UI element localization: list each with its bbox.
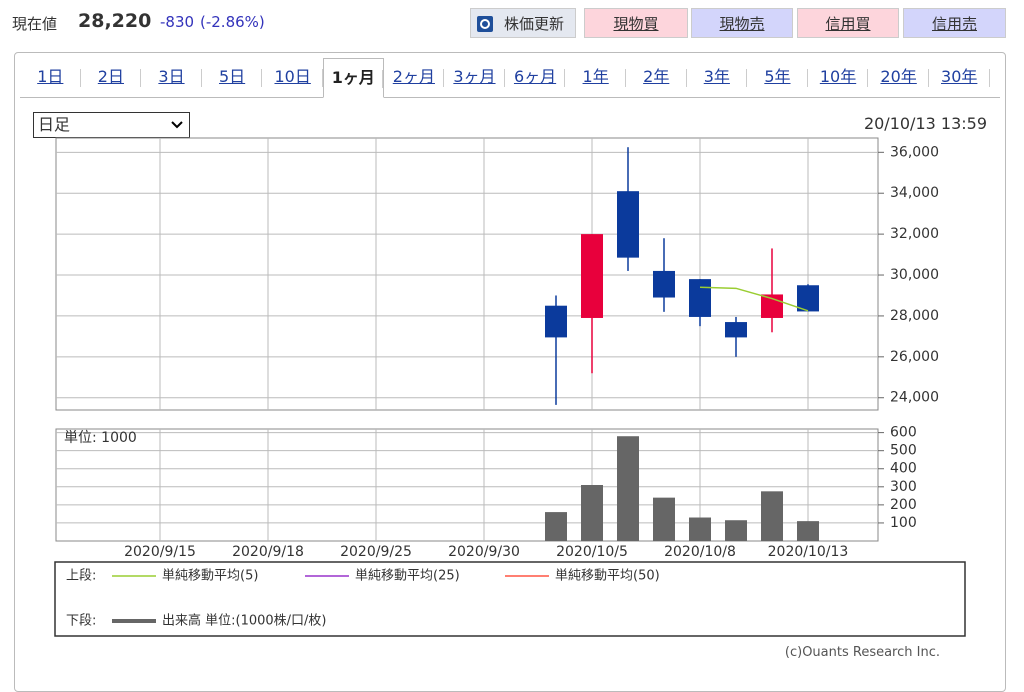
- x-tick-label: 2020/10/13: [768, 544, 849, 560]
- volume-bar: [617, 436, 639, 541]
- x-tick-label: 2020/10/5: [556, 544, 628, 560]
- volume-bar: [581, 485, 603, 541]
- x-tick-label: 2020/9/25: [340, 544, 412, 560]
- candle-body: [545, 305, 567, 338]
- timestamp: 20/10/13 13:59: [863, 114, 987, 133]
- price-label: 現在値: [12, 15, 58, 33]
- period-tab[interactable]: 5日: [202, 58, 263, 97]
- refresh-icon: [477, 16, 493, 32]
- x-tick-label: 2020/9/15: [124, 544, 196, 560]
- legend-entry: 出来高 単位:(1000株/口/枚): [162, 613, 327, 629]
- y-tick-label: 36,000: [890, 144, 939, 160]
- candle-body: [725, 322, 747, 338]
- y-tick-label: 200: [890, 497, 917, 513]
- button[interactable]: 信用買: [797, 8, 899, 38]
- button[interactable]: 現物買: [584, 8, 688, 38]
- y-tick-label: 600: [890, 425, 917, 441]
- y-tick-label: 300: [890, 479, 917, 495]
- period-tab[interactable]: 2ヶ月: [384, 58, 445, 97]
- x-tick-label: 2020/9/30: [448, 544, 520, 560]
- y-tick-label: 32,000: [890, 226, 939, 242]
- volume-bar: [653, 497, 675, 541]
- period-select[interactable]: 日足: [33, 112, 190, 138]
- period-tab[interactable]: 30年: [929, 58, 990, 97]
- period-tab[interactable]: 10年: [808, 58, 869, 97]
- period-tab[interactable]: 3日: [141, 58, 202, 97]
- period-tab[interactable]: 1日: [20, 58, 81, 97]
- y-tick-label: 400: [890, 461, 917, 477]
- period-tab[interactable]: 2日: [81, 58, 142, 97]
- period-tab[interactable]: 3ヶ月: [444, 58, 505, 97]
- plot-area: [55, 137, 879, 411]
- y-tick-label: 26,000: [890, 349, 939, 365]
- y-tick-label: 28,000: [890, 308, 939, 324]
- y-tick-label: 34,000: [890, 185, 939, 201]
- button[interactable]: 信用売: [903, 8, 1006, 38]
- moving-average-line: [699, 286, 809, 312]
- volume-bar: [545, 512, 567, 541]
- price: 28,220: [78, 10, 152, 32]
- change-pct: (-2.86%): [200, 13, 265, 31]
- unit-label: 単位: 1000: [64, 430, 137, 446]
- period-tab[interactable]: 2年: [626, 58, 687, 97]
- x-tick-label: 2020/10/8: [664, 544, 736, 560]
- button-label: 株価更新: [503, 15, 564, 33]
- period-tab[interactable]: 6ヶ月: [505, 58, 566, 97]
- candle-body: [581, 234, 603, 318]
- volume-bar: [689, 517, 711, 541]
- button[interactable]: 現物売: [691, 8, 793, 38]
- candle-body: [689, 279, 711, 317]
- period-tab[interactable]: 5年: [747, 58, 808, 97]
- legend-entry: 単純移動平均(50): [555, 568, 660, 584]
- x-tick-label: 2020/9/18: [232, 544, 304, 560]
- period-tab[interactable]: 20年: [868, 58, 929, 97]
- candle-body: [617, 191, 639, 258]
- volume-bar: [797, 521, 819, 541]
- candle-body: [653, 270, 675, 298]
- legend-label: 上段:: [66, 569, 96, 584]
- period-tab[interactable]: 3年: [687, 58, 748, 97]
- y-tick-label: 100: [890, 515, 917, 531]
- y-tick-label: 30,000: [890, 267, 939, 283]
- period-tab[interactable]: 1ヶ月: [322, 58, 384, 98]
- dropdown-arrow: [171, 121, 183, 129]
- change: -830: [160, 13, 195, 31]
- tab-bar: 1日 2日 3日 5日 10日 1ヶ月 2ヶ月 3ヶ月 6ヶ月 1年 2年 3年 5年 10年 20年 30年: [20, 58, 1000, 98]
- volume-bar: [761, 491, 783, 541]
- legend-label: 下段:: [66, 614, 96, 629]
- legend-box: [54, 561, 966, 637]
- select-label: 日足: [38, 115, 71, 134]
- volume-bar: [725, 520, 747, 541]
- period-tab[interactable]: 10日: [262, 58, 323, 97]
- candle-body: [797, 285, 819, 312]
- y-tick-label: 500: [890, 443, 917, 459]
- period-tab[interactable]: 1年: [565, 58, 626, 97]
- y-tick-label: 24,000: [890, 390, 939, 406]
- legend-entry: 単純移動平均(25): [355, 568, 460, 584]
- legend-entry: 単純移動平均(5): [162, 568, 258, 584]
- copyright: (c)Ouants Research Inc.: [784, 645, 940, 660]
- refresh-button[interactable]: 株価更新: [470, 8, 576, 38]
- plot-area: [55, 428, 879, 542]
